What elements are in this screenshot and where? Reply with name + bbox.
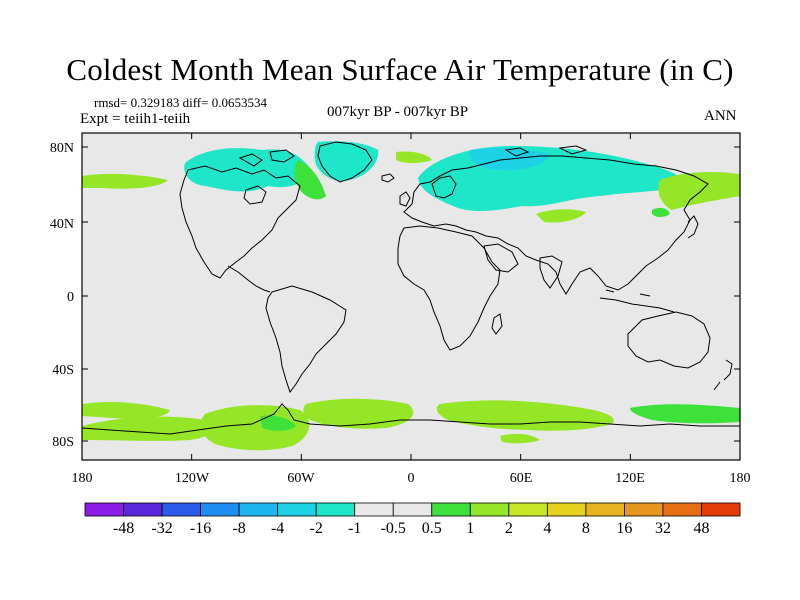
map-panel bbox=[81, 132, 741, 461]
anomaly-region-ross bbox=[630, 404, 740, 424]
colorbar-box bbox=[161, 502, 201, 517]
coastline-japan bbox=[687, 215, 699, 239]
anomaly-region-arctic-warm-1 bbox=[82, 173, 168, 189]
anomaly-region-southern-ocean-1 bbox=[82, 402, 170, 419]
x-tick-label-120e: 120E bbox=[615, 471, 645, 486]
x-tick-label-180e: 180 bbox=[730, 471, 751, 486]
colorbar-box bbox=[508, 502, 548, 517]
map-ticks bbox=[81, 133, 741, 460]
y-tick-label-40n: 40N bbox=[50, 217, 74, 232]
colorbar-label: -32 bbox=[151, 520, 172, 537]
x-tick-label-60e: 60E bbox=[510, 471, 533, 486]
colorbar-label: -4 bbox=[271, 520, 284, 537]
anomaly-region-weddell bbox=[303, 398, 414, 429]
colorbar-box bbox=[431, 502, 471, 517]
colorbar-label: -1 bbox=[348, 520, 361, 537]
colorbar-box bbox=[84, 502, 124, 517]
anomaly-region-antarctic-pacific bbox=[200, 405, 310, 451]
colorbar-box bbox=[123, 502, 163, 517]
colorbar-label: 32 bbox=[655, 520, 671, 537]
anomaly-region-arctic-warm-3 bbox=[396, 151, 432, 163]
colorbar-labels: -48 -32 -16 -8 -4 -2 -1 -0.5 0.5 1 2 4 8 16 32 48 bbox=[113, 520, 710, 537]
anomaly-region-north-america bbox=[184, 148, 310, 192]
colorbar-box bbox=[354, 502, 394, 517]
coastline-arctic-islands bbox=[238, 145, 588, 167]
coastline-greenland bbox=[317, 141, 373, 183]
colorbar-label: 8 bbox=[582, 520, 590, 537]
map-title: Coldest Month Mean Surface Air Temperatu… bbox=[66, 52, 734, 87]
colorbar-label: -16 bbox=[190, 520, 211, 537]
anomaly-region-south-pacific-patch bbox=[500, 433, 540, 444]
colorbar-box bbox=[277, 502, 317, 517]
coastlines bbox=[81, 141, 740, 435]
colorbar-label: -48 bbox=[113, 520, 134, 537]
colorbar-box bbox=[469, 502, 510, 517]
coastline-arabia bbox=[483, 243, 519, 273]
x-tick-label-120w: 120W bbox=[175, 471, 210, 486]
colorbar-box bbox=[701, 502, 741, 517]
colorbar-box bbox=[238, 502, 279, 517]
colorbar-label: 4 bbox=[543, 520, 551, 537]
y-tick-label-40s: 40S bbox=[52, 363, 74, 378]
coastline-new-zealand bbox=[713, 359, 733, 391]
coastline-australia bbox=[627, 311, 711, 369]
colorbar-label: 48 bbox=[693, 520, 709, 537]
y-tick-label-80s: 80S bbox=[52, 435, 74, 450]
coastline-africa bbox=[397, 225, 501, 351]
colorbar: -48 -32 -16 -8 -4 -2 -1 -0.5 0.5 1 2 4 8 16 32 48 bbox=[84, 502, 741, 537]
colorbar-box bbox=[392, 502, 433, 517]
y-tick-labels: 80N 40N 0 40S 80S bbox=[50, 141, 74, 450]
x-tick-label-180w: 180 bbox=[72, 471, 93, 486]
colorbar-box bbox=[662, 502, 702, 517]
coastline-madagascar bbox=[491, 313, 503, 335]
colorbar-label: -8 bbox=[232, 520, 245, 537]
coastline-iceland bbox=[381, 173, 395, 183]
colorbar-box bbox=[585, 502, 625, 517]
coastline-north-america bbox=[179, 165, 301, 279]
map-subtitle: 007kyr BP - 007kyr BP bbox=[327, 104, 469, 120]
coastline-eurasia bbox=[403, 155, 709, 295]
coastline-hudson-bay bbox=[243, 185, 267, 205]
anomaly-region-east-asia-warm bbox=[658, 172, 740, 210]
colorbar-label: 1 bbox=[466, 520, 474, 537]
colorbar-box bbox=[315, 502, 356, 517]
x-tick-label-0: 0 bbox=[408, 471, 415, 486]
colorbar-box bbox=[546, 502, 587, 517]
anomaly-region-southern-ocean-2 bbox=[82, 416, 213, 441]
anomaly-region-arctic-warm-2 bbox=[294, 160, 326, 200]
anomaly-region-antarctic-peninsula bbox=[260, 415, 296, 431]
colorbar-box bbox=[200, 502, 240, 517]
period-label: ANN bbox=[704, 108, 737, 124]
coastline-indonesia bbox=[599, 289, 675, 313]
x-tick-label-60w: 60W bbox=[287, 471, 315, 486]
colorbar-box bbox=[624, 502, 664, 517]
coastline-central-america bbox=[227, 265, 271, 293]
coastline-india bbox=[539, 255, 563, 289]
anomaly-region-central-asia-warm bbox=[536, 209, 586, 223]
colorbar-label: 16 bbox=[616, 520, 632, 537]
x-tick-labels: 180 120W 60W 0 60E 120E 180 bbox=[72, 471, 751, 486]
coastline-scandinavia bbox=[431, 175, 457, 199]
coastline-antarctica bbox=[81, 403, 740, 435]
y-tick-label-80n: 80N bbox=[50, 141, 74, 156]
stats-line: rmsd= 0.329183 diff= 0.0653534 bbox=[94, 95, 267, 110]
colorbar-label: 2 bbox=[505, 520, 513, 537]
anomaly-region-pacific-warm bbox=[652, 207, 670, 217]
coastline-britain bbox=[399, 191, 411, 207]
y-tick-label-0: 0 bbox=[67, 290, 74, 305]
colorbar-boxes bbox=[84, 502, 741, 517]
colorbar-label: 0.5 bbox=[422, 520, 442, 537]
coastline-south-america bbox=[265, 285, 347, 394]
colorbar-label: -2 bbox=[310, 520, 323, 537]
experiment-line: Expt = teiih1-teiih bbox=[80, 111, 191, 127]
colorbar-label: -0.5 bbox=[381, 520, 406, 537]
